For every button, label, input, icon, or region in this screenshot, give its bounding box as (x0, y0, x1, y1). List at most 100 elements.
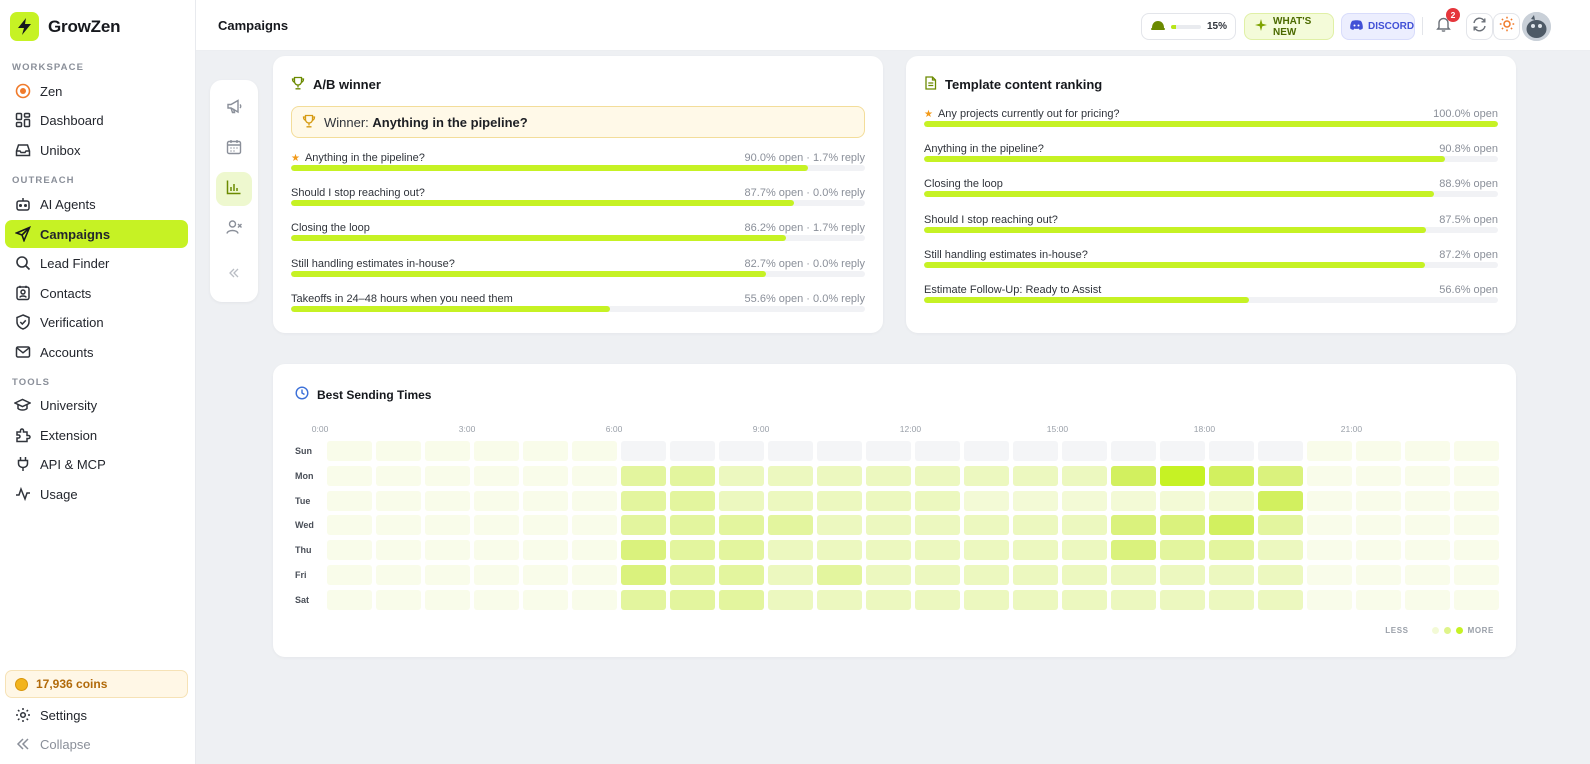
heatmap-cell[interactable] (817, 589, 862, 610)
heatmap-cell[interactable] (1160, 540, 1205, 561)
heatmap-cell[interactable] (523, 465, 568, 486)
heatmap-cell[interactable] (1062, 565, 1107, 585)
heatmap-cell[interactable] (866, 465, 911, 486)
sidebar-item-ai-agents[interactable]: AI Agents (5, 190, 188, 218)
heatmap-cell[interactable] (866, 441, 911, 461)
heatmap-cell[interactable] (474, 589, 519, 610)
heatmap-cell[interactable] (1062, 540, 1107, 561)
heatmap-cell[interactable] (1405, 540, 1450, 561)
heatmap-cell[interactable] (964, 565, 1009, 585)
heatmap-cell[interactable] (768, 565, 813, 585)
heatmap-cell[interactable] (425, 465, 470, 486)
heatmap-cell[interactable] (327, 515, 372, 536)
heatmap-cell[interactable] (1013, 540, 1058, 561)
heatmap-cell[interactable] (1356, 515, 1401, 536)
sidebar-item-zen[interactable]: Zen (5, 77, 188, 105)
heatmap-cell[interactable] (425, 490, 470, 511)
heatmap-cell[interactable] (1405, 565, 1450, 585)
heatmap-cell[interactable] (1307, 441, 1352, 461)
heatmap-cell[interactable] (1258, 465, 1303, 486)
heatmap-cell[interactable] (670, 441, 715, 461)
heatmap-cell[interactable] (817, 540, 862, 561)
heatmap-cell[interactable] (425, 441, 470, 461)
heatmap-cell[interactable] (1454, 441, 1499, 461)
heatmap-cell[interactable] (1013, 441, 1058, 461)
heatmap-cell[interactable] (523, 565, 568, 585)
heatmap-cell[interactable] (1258, 441, 1303, 461)
heatmap-cell[interactable] (1209, 515, 1254, 536)
heatmap-cell[interactable] (425, 515, 470, 536)
heatmap-cell[interactable] (719, 441, 764, 461)
heatmap-cell[interactable] (327, 465, 372, 486)
coins-balance[interactable]: 17,936 coins (5, 670, 188, 698)
heatmap-cell[interactable] (376, 515, 421, 536)
heatmap-cell[interactable] (1405, 490, 1450, 511)
heatmap-cell[interactable] (1307, 589, 1352, 610)
heatmap-cell[interactable] (572, 490, 617, 511)
sidebar-item-contacts[interactable]: Contacts (5, 279, 188, 307)
heatmap-cell[interactable] (817, 465, 862, 486)
heatmap-cell[interactable] (719, 490, 764, 511)
heatmap-cell[interactable] (1111, 441, 1156, 461)
sidebar-item-lead-finder[interactable]: Lead Finder (5, 249, 188, 277)
heatmap-cell[interactable] (376, 589, 421, 610)
heatmap-cell[interactable] (1454, 490, 1499, 511)
heatmap-cell[interactable] (327, 540, 372, 561)
heatmap-cell[interactable] (670, 565, 715, 585)
heatmap-cell[interactable] (719, 465, 764, 486)
heatmap-cell[interactable] (1356, 565, 1401, 585)
heatmap-cell[interactable] (1454, 589, 1499, 610)
heatmap-cell[interactable] (915, 540, 960, 561)
heatmap-cell[interactable] (474, 465, 519, 486)
heatmap-cell[interactable] (621, 515, 666, 536)
heatmap-cell[interactable] (1356, 490, 1401, 511)
heatmap-cell[interactable] (474, 515, 519, 536)
heatmap-cell[interactable] (768, 515, 813, 536)
heatmap-cell[interactable] (572, 540, 617, 561)
heatmap-cell[interactable] (1454, 565, 1499, 585)
heatmap-cell[interactable] (964, 465, 1009, 486)
heatmap-cell[interactable] (425, 565, 470, 585)
heatmap-cell[interactable] (327, 441, 372, 461)
heatmap-cell[interactable] (1160, 490, 1205, 511)
heatmap-cell[interactable] (719, 515, 764, 536)
heatmap-cell[interactable] (1111, 515, 1156, 536)
heatmap-cell[interactable] (1062, 589, 1107, 610)
heatmap-cell[interactable] (964, 540, 1009, 561)
notifications-button[interactable]: 2 (1430, 8, 1460, 40)
sidebar-item-dashboard[interactable]: Dashboard (5, 106, 188, 134)
heatmap-cell[interactable] (1062, 515, 1107, 536)
heatmap-cell[interactable] (1013, 465, 1058, 486)
heatmap-cell[interactable] (425, 540, 470, 561)
heatmap-cell[interactable] (327, 565, 372, 585)
sidebar-item-settings[interactable]: Settings (5, 701, 188, 729)
heatmap-cell[interactable] (1013, 589, 1058, 610)
brand[interactable]: GrowZen (10, 12, 120, 41)
heatmap-cell[interactable] (1307, 490, 1352, 511)
heatmap-cell[interactable] (327, 490, 372, 511)
heatmap-cell[interactable] (1307, 515, 1352, 536)
heatmap-cell[interactable] (915, 589, 960, 610)
heatmap-cell[interactable] (670, 589, 715, 610)
heatmap-cell[interactable] (621, 589, 666, 610)
heatmap-cell[interactable] (817, 515, 862, 536)
heatmap-cell[interactable] (964, 490, 1009, 511)
heatmap-cell[interactable] (915, 441, 960, 461)
heatmap-cell[interactable] (474, 490, 519, 511)
rail-schedule-button[interactable] (216, 132, 252, 166)
heatmap-cell[interactable] (670, 540, 715, 561)
heatmap-cell[interactable] (1454, 540, 1499, 561)
heatmap-cell[interactable] (1356, 540, 1401, 561)
heatmap-cell[interactable] (1209, 441, 1254, 461)
heatmap-cell[interactable] (1258, 540, 1303, 561)
heatmap-cell[interactable] (719, 540, 764, 561)
sidebar-item-campaigns[interactable]: Campaigns (5, 220, 188, 248)
heatmap-cell[interactable] (1111, 589, 1156, 610)
theme-toggle-button[interactable] (1493, 13, 1520, 40)
heatmap-cell[interactable] (572, 465, 617, 486)
heatmap-cell[interactable] (621, 490, 666, 511)
heatmap-cell[interactable] (719, 565, 764, 585)
heatmap-cell[interactable] (1209, 490, 1254, 511)
onboarding-progress[interactable]: 15% (1141, 13, 1236, 40)
heatmap-cell[interactable] (376, 540, 421, 561)
